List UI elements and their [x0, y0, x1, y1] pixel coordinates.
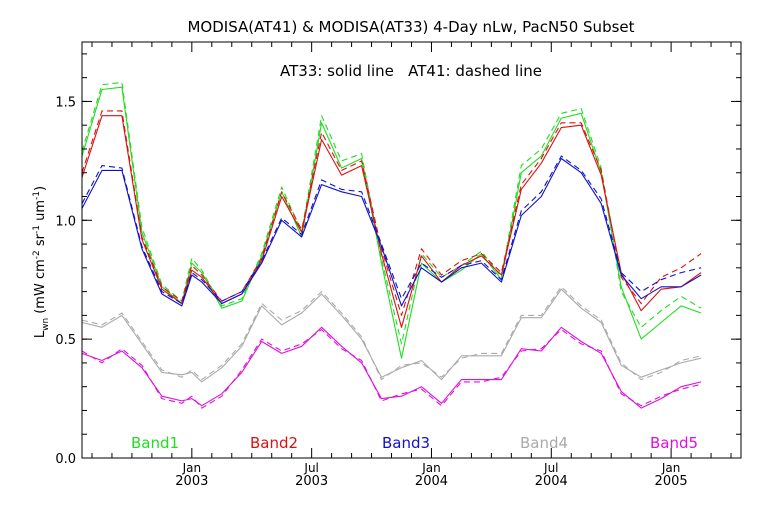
x-tick-label-year: 2003	[175, 474, 208, 489]
y-label-sup1: -2	[32, 250, 42, 259]
y-label-main: L	[33, 330, 48, 338]
plot-area: 0.00.51.01.5Jan2003Jul2003Jan2004Jul2004…	[55, 41, 742, 489]
x-tick-label-month: Jan	[421, 461, 441, 475]
legend-band2: Band2	[250, 434, 298, 452]
plot-frame	[81, 41, 742, 459]
y-axis-label: Lwn(mW cm-2 sr-1 um-1)	[32, 186, 51, 338]
legend-band3: Band3	[382, 434, 430, 452]
series-band2-dashed-line	[81, 110, 702, 316]
svg-text:Lwn(mW cm-2 sr-1 um-1): Lwn(mW cm-2 sr-1 um-1)	[32, 186, 51, 338]
x-tick-label-year: 2003	[295, 474, 328, 489]
x-tick-label-year: 2005	[655, 474, 688, 489]
y-label-units-um: um	[33, 200, 48, 225]
x-tick-label-month: Jan	[182, 461, 202, 475]
series-band3-solid-line	[81, 157, 702, 307]
legend-band4: Band4	[520, 434, 568, 452]
y-label-sup3: -1	[32, 191, 42, 200]
x-tick-label-month: Jul	[543, 461, 558, 475]
legend-band5: Band5	[650, 434, 698, 452]
x-tick-label-year: 2004	[415, 474, 448, 489]
x-tick-label-year: 2004	[535, 474, 568, 489]
series-band4-solid-line	[81, 288, 702, 383]
series-band2-solid-line	[81, 115, 702, 328]
y-label-sub: wn	[41, 318, 51, 331]
chart-title: MODISA(AT41) & MODISA(AT33) 4-Day nLw, P…	[187, 18, 634, 36]
y-tick-label: 0.5	[55, 333, 76, 348]
y-tick-label: 1.5	[55, 95, 76, 110]
series-band4-dashed-line	[81, 286, 702, 381]
legend-band1: Band1	[131, 434, 179, 452]
y-tick-label: 0.0	[55, 452, 76, 467]
x-tick-label-month: Jan	[661, 461, 681, 475]
chart-annotation: AT33: solid line AT41: dashed line	[280, 62, 542, 80]
y-label-sup2: -1	[32, 225, 42, 234]
y-label-units-mid: sr	[33, 233, 48, 250]
y-label-close: )	[33, 186, 48, 191]
x-tick-label-month: Jul	[303, 461, 318, 475]
series-band3-dashed-line	[81, 155, 702, 305]
series-band5-solid-line	[81, 326, 702, 409]
series-band1-dashed-line	[81, 81, 702, 345]
series-band5-dashed-line	[81, 329, 702, 409]
y-label-units: (mW cm	[33, 259, 48, 314]
y-tick-label: 1.0	[55, 214, 76, 229]
series-band1-solid-line	[81, 86, 702, 359]
